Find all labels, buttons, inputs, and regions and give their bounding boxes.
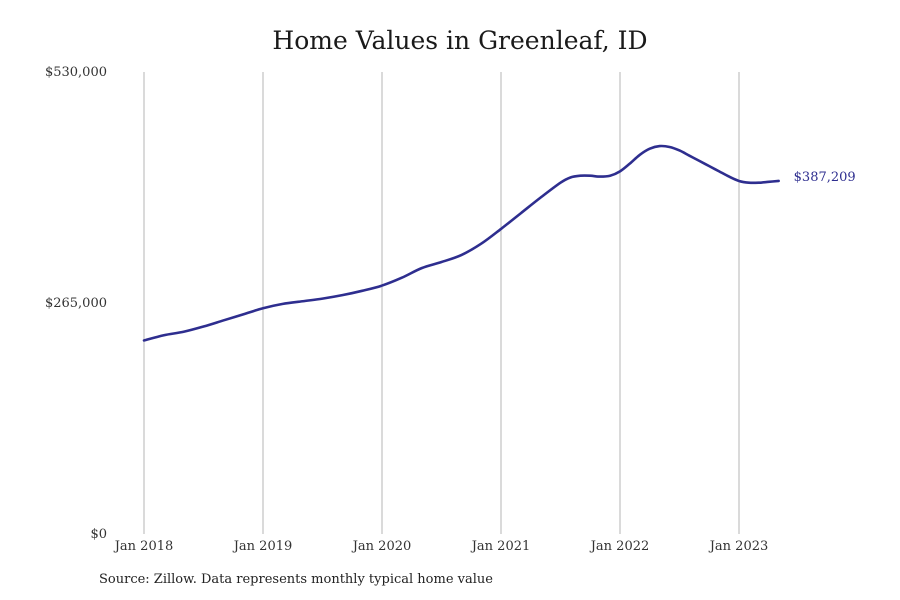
home-value-series-line <box>142 144 780 342</box>
y-tick-label-1: $265,000 <box>45 296 107 311</box>
chart-title: Home Values in Greenleaf, ID <box>272 26 648 55</box>
series-layer <box>142 144 780 342</box>
x-tick-label-3: Jan 2021 <box>470 539 531 554</box>
x-tick-label-4: Jan 2022 <box>589 539 650 554</box>
vertical-gridlines <box>143 72 740 534</box>
x-axis: Jan 2018 Jan 2019 Jan 2020 Jan 2021 Jan 2022… <box>113 539 769 554</box>
y-tick-label-0: $0 <box>90 527 107 542</box>
x-tick-label-5: Jan 2023 <box>708 539 769 554</box>
x-tick-label-2: Jan 2020 <box>351 539 412 554</box>
source-note: Source: Zillow. Data represents monthly … <box>99 572 493 587</box>
x-tick-label-0: Jan 2018 <box>113 539 174 554</box>
end-label-layer: $387,209 <box>794 170 856 185</box>
x-tick-label-1: Jan 2019 <box>232 539 293 554</box>
y-tick-label-2: $530,000 <box>45 65 107 80</box>
end-value-label: $387,209 <box>794 170 856 185</box>
y-axis: $0 $265,000 $530,000 <box>45 65 107 542</box>
